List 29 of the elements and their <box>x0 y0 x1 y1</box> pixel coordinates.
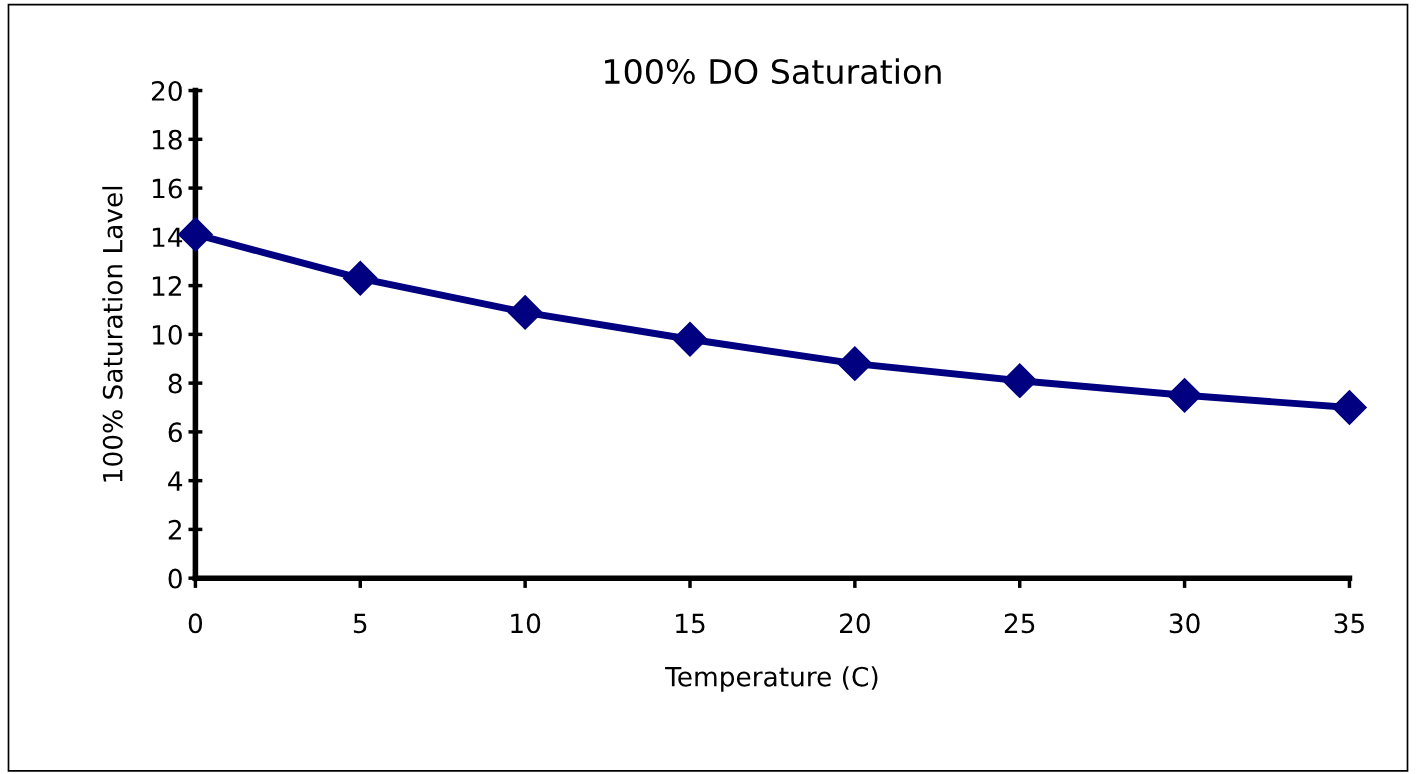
y-tick-label: 6 <box>168 422 182 443</box>
y-tick-label: 14 <box>152 227 183 247</box>
point <box>1167 377 1202 413</box>
point <box>507 295 543 330</box>
x-tick-label: 25 <box>1004 613 1035 634</box>
point <box>1332 390 1367 425</box>
x-tick-label: 10 <box>511 613 541 634</box>
y-tick-label: 2 <box>168 519 181 540</box>
x-tick-label: 30 <box>1169 613 1200 634</box>
x-tick-label: 0 <box>188 613 203 634</box>
y-tick-label: 8 <box>168 373 182 394</box>
x-tick-label: 20 <box>840 613 870 634</box>
y-tick-label: 10 <box>152 324 182 345</box>
y-tick-label: 18 <box>152 129 182 150</box>
x-tick-label: 15 <box>676 613 705 634</box>
y-tick-label: 0 <box>168 568 182 589</box>
y-tick-label: 4 <box>168 471 183 491</box>
chart-title: 100% DO Saturation <box>605 58 941 85</box>
x-tick-label: 35 <box>1334 613 1364 634</box>
point <box>342 260 378 296</box>
point <box>672 321 708 357</box>
y-tick-label: 16 <box>152 178 182 199</box>
point <box>1002 363 1038 399</box>
y-tick-label: 20 <box>151 81 182 101</box>
x-axis-title: Temperature (C) <box>665 666 878 692</box>
y-axis-title: 100% Saturation Lavel <box>102 186 123 482</box>
point <box>837 346 873 382</box>
x-tick-label: 5 <box>353 613 367 634</box>
y-tick-label: 12 <box>152 276 181 296</box>
